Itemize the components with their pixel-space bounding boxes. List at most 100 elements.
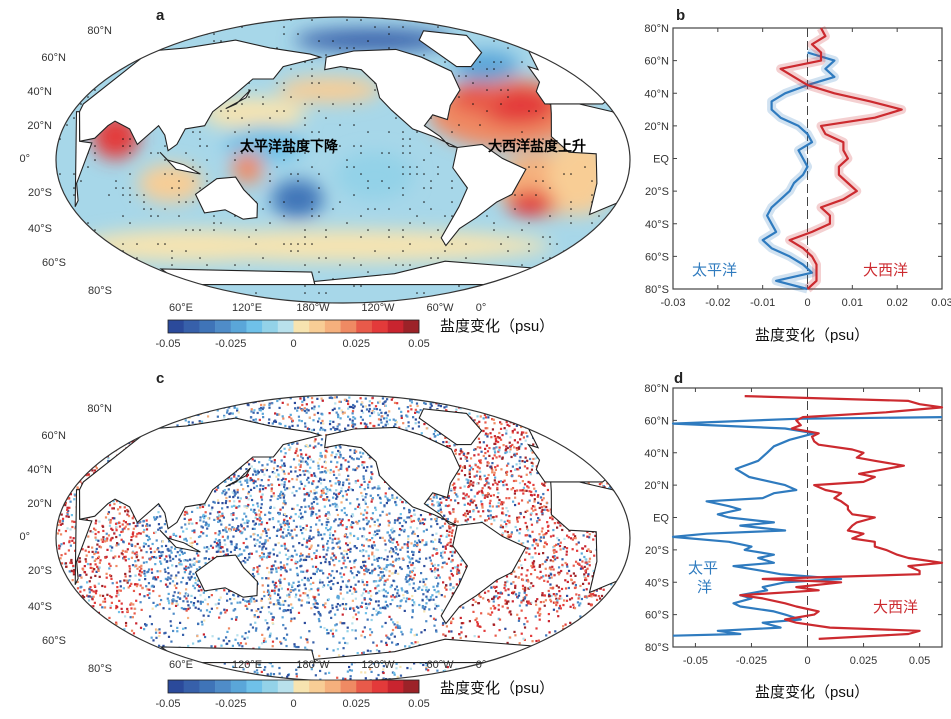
observation-point bbox=[184, 565, 188, 568]
stipple-dot bbox=[612, 61, 614, 63]
observation-point bbox=[546, 580, 549, 583]
stipple-dot bbox=[178, 19, 180, 21]
observation-point bbox=[573, 656, 576, 659]
observation-point bbox=[343, 607, 346, 610]
observation-point bbox=[186, 594, 190, 597]
stipple-dot bbox=[528, 110, 530, 112]
observation-point bbox=[508, 521, 511, 524]
observation-point bbox=[598, 450, 601, 453]
observation-point bbox=[584, 558, 587, 561]
stipple-dot bbox=[430, 208, 432, 210]
stipple-dot bbox=[535, 194, 537, 196]
observation-point bbox=[66, 508, 69, 512]
observation-point bbox=[150, 571, 154, 574]
observation-point bbox=[497, 480, 501, 483]
observation-point bbox=[91, 556, 94, 559]
observation-point bbox=[304, 646, 307, 649]
observation-point bbox=[67, 597, 70, 600]
observation-point bbox=[314, 602, 317, 605]
observation-point bbox=[151, 542, 154, 546]
observation-point bbox=[410, 514, 413, 518]
observation-point bbox=[310, 668, 313, 671]
observation-point bbox=[531, 505, 535, 508]
observation-point bbox=[295, 675, 298, 678]
observation-point bbox=[88, 677, 91, 680]
observation-point bbox=[385, 643, 388, 647]
observation-point bbox=[565, 553, 568, 556]
observation-point bbox=[58, 471, 61, 474]
observation-point bbox=[124, 555, 127, 558]
observation-point bbox=[206, 546, 209, 549]
observation-point bbox=[600, 594, 604, 598]
colorbar-swatch bbox=[199, 320, 216, 333]
observation-point bbox=[530, 427, 533, 430]
observation-point bbox=[152, 577, 155, 580]
stipple-dot bbox=[388, 229, 390, 231]
stipple-dot bbox=[339, 47, 341, 49]
observation-point bbox=[570, 427, 574, 430]
observation-point bbox=[499, 525, 502, 529]
observation-point bbox=[572, 603, 575, 606]
observation-point bbox=[340, 567, 343, 570]
observation-point bbox=[553, 544, 556, 548]
observation-point bbox=[347, 519, 350, 522]
observation-point bbox=[581, 634, 584, 637]
observation-point bbox=[445, 440, 448, 444]
observation-point bbox=[528, 490, 531, 493]
observation-point bbox=[356, 479, 360, 482]
observation-point bbox=[235, 545, 238, 548]
observation-point bbox=[72, 679, 75, 681]
observation-point bbox=[270, 568, 273, 571]
observation-point bbox=[296, 574, 299, 577]
observation-point bbox=[547, 524, 550, 527]
observation-point bbox=[253, 544, 257, 547]
observation-point bbox=[281, 566, 285, 569]
observation-point bbox=[145, 534, 149, 537]
observation-point bbox=[298, 508, 302, 512]
observation-point bbox=[519, 445, 522, 448]
observation-point bbox=[106, 593, 109, 596]
observation-point bbox=[502, 480, 505, 484]
observation-point bbox=[102, 659, 105, 662]
observation-point bbox=[307, 445, 310, 448]
observation-point bbox=[312, 446, 315, 449]
stipple-dot bbox=[619, 278, 621, 280]
observation-point bbox=[391, 538, 394, 541]
observation-point bbox=[407, 535, 410, 538]
observation-point bbox=[383, 539, 386, 542]
observation-point bbox=[63, 403, 66, 406]
observation-point bbox=[518, 462, 521, 465]
observation-point bbox=[75, 440, 78, 444]
salinity-blob bbox=[277, 77, 382, 103]
observation-point bbox=[599, 658, 602, 661]
observation-point bbox=[579, 584, 582, 588]
observation-point bbox=[503, 520, 506, 523]
observation-point bbox=[348, 541, 352, 545]
stipple-dot bbox=[178, 180, 180, 182]
observation-point bbox=[606, 396, 610, 399]
stipple-dot bbox=[430, 180, 432, 182]
observation-point bbox=[288, 448, 291, 451]
stipple-dot bbox=[626, 68, 628, 70]
observation-point bbox=[320, 444, 323, 447]
observation-point bbox=[588, 557, 592, 560]
observation-point bbox=[456, 675, 459, 678]
observation-point bbox=[142, 545, 145, 548]
observation-point bbox=[614, 447, 617, 450]
observation-point bbox=[345, 399, 348, 403]
stipple-dot bbox=[73, 187, 75, 189]
observation-point bbox=[112, 396, 116, 399]
observation-point bbox=[387, 564, 390, 567]
stipple-dot bbox=[73, 33, 75, 35]
observation-point bbox=[251, 572, 255, 576]
stipple-dot bbox=[381, 180, 383, 182]
stipple-dot bbox=[269, 180, 271, 182]
observation-point bbox=[63, 403, 66, 406]
stipple-dot bbox=[178, 201, 180, 203]
observation-point bbox=[313, 492, 316, 495]
observation-point bbox=[573, 650, 576, 653]
observation-point bbox=[313, 472, 316, 475]
stipple-dot bbox=[423, 173, 425, 175]
stipple-dot bbox=[409, 208, 411, 210]
observation-point bbox=[56, 650, 59, 654]
